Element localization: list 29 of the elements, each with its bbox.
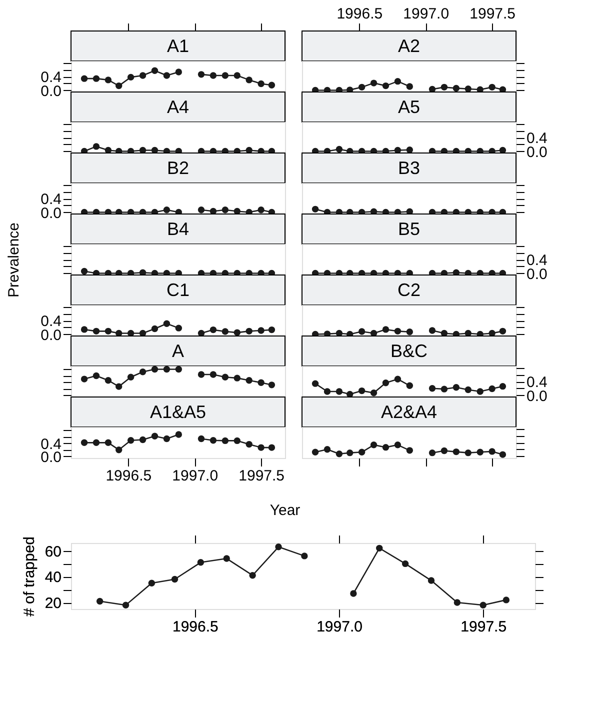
x-tick-label: 1997.5 — [470, 6, 516, 22]
x-tick-label: 1997.5 — [238, 468, 285, 484]
text: Year — [270, 502, 300, 519]
x-tick-label: 1997.0 — [403, 6, 450, 22]
chart-title: A — [172, 341, 184, 361]
chart-title: B&C — [390, 341, 428, 361]
x-tick-label: 1997.5 — [460, 618, 507, 636]
chart-title: B2 — [166, 158, 190, 178]
chart-title: A2&A4 — [380, 402, 438, 422]
y-axis-title: # of trapped — [20, 536, 38, 617]
chart-title: B5 — [398, 219, 420, 239]
y-tick-label: 20 — [44, 595, 62, 612]
chart-title: A1 — [166, 36, 190, 56]
chart-title: A1&A5 — [150, 402, 206, 422]
x-tick-label: 1996.5 — [106, 468, 152, 484]
chart-title: A2 — [398, 36, 420, 56]
chart-title: A5 — [398, 97, 420, 117]
y-tick-label: 60 — [44, 543, 62, 560]
x-tick-label: 1997.0 — [316, 618, 362, 636]
x-tick-label: 1997.0 — [172, 468, 218, 484]
x-tick-label: 1996.5 — [336, 6, 383, 22]
chart-title: B4 — [166, 219, 190, 239]
chart-title: A4 — [166, 97, 190, 117]
chart-title: C1 — [166, 280, 190, 300]
chart-title: B3 — [398, 158, 420, 178]
x-tick-label: 1996.5 — [172, 618, 218, 636]
chart-title: C2 — [397, 280, 421, 300]
text: Prevalence — [6, 222, 22, 298]
y-tick-label: 40 — [44, 569, 62, 586]
